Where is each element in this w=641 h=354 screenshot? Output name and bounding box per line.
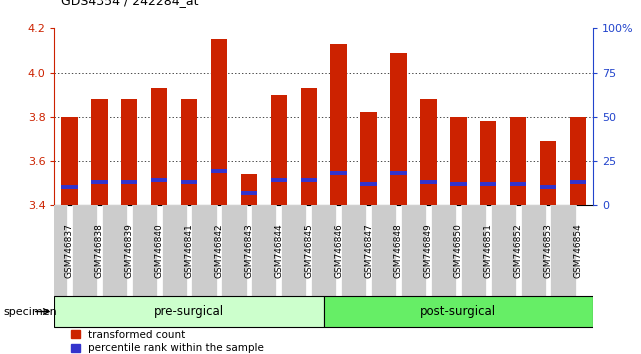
Bar [62,184,78,188]
Text: GSM746847: GSM746847 [364,223,373,278]
Bar [151,178,167,182]
Text: GSM746846: GSM746846 [334,223,343,278]
FancyBboxPatch shape [221,205,247,296]
Text: GSM746840: GSM746840 [154,223,163,278]
Text: specimen: specimen [3,307,57,316]
Text: GSM746849: GSM746849 [424,223,433,278]
Text: GSM746854: GSM746854 [574,223,583,278]
Bar [570,117,587,205]
Text: GSM746848: GSM746848 [394,223,403,278]
FancyBboxPatch shape [431,205,456,296]
Bar [301,178,317,182]
Bar [420,99,437,205]
Bar [121,99,138,205]
Bar [271,178,287,182]
Text: post-surgical: post-surgical [420,305,496,318]
Bar [390,53,406,205]
Bar [510,117,526,205]
Bar [450,182,467,186]
Bar [420,180,437,184]
Bar [91,99,108,205]
FancyBboxPatch shape [102,205,127,296]
Bar [91,180,108,184]
Bar [241,191,257,195]
Text: GSM746839: GSM746839 [125,223,134,278]
Bar [211,39,228,205]
Legend: transformed count, percentile rank within the sample: transformed count, percentile rank withi… [67,326,268,354]
Text: GDS4354 / 242284_at: GDS4354 / 242284_at [61,0,199,7]
FancyBboxPatch shape [371,205,396,296]
FancyBboxPatch shape [490,205,516,296]
FancyBboxPatch shape [311,205,337,296]
Bar [570,180,587,184]
FancyBboxPatch shape [192,205,217,296]
Bar [540,184,556,188]
Text: GSM746838: GSM746838 [95,223,104,278]
Text: GSM746842: GSM746842 [215,223,224,278]
FancyBboxPatch shape [162,205,187,296]
FancyBboxPatch shape [72,205,97,296]
FancyBboxPatch shape [324,296,593,327]
Text: GSM746852: GSM746852 [513,223,522,278]
Bar [151,88,167,205]
FancyBboxPatch shape [461,205,486,296]
FancyBboxPatch shape [551,205,576,296]
Bar [301,88,317,205]
Bar [360,182,377,186]
Text: pre-surgical: pre-surgical [154,305,224,318]
FancyBboxPatch shape [54,296,324,327]
Bar [331,44,347,205]
Text: GSM746844: GSM746844 [274,223,283,278]
Text: GSM746851: GSM746851 [484,223,493,278]
Text: GSM746841: GSM746841 [185,223,194,278]
FancyBboxPatch shape [251,205,276,296]
FancyBboxPatch shape [281,205,306,296]
FancyBboxPatch shape [401,205,426,296]
Bar [480,121,496,205]
Bar [450,117,467,205]
Bar [360,113,377,205]
FancyBboxPatch shape [42,205,67,296]
Bar [181,180,197,184]
Text: GSM746853: GSM746853 [544,223,553,278]
Bar [241,174,257,205]
Bar [480,182,496,186]
Text: GSM746837: GSM746837 [65,223,74,278]
Bar [540,141,556,205]
FancyBboxPatch shape [131,205,157,296]
Bar [331,171,347,175]
Bar [390,171,406,175]
Text: GSM746843: GSM746843 [244,223,253,278]
Bar [121,180,138,184]
Bar [211,169,228,173]
Bar [181,99,197,205]
Bar [510,182,526,186]
Text: GSM746850: GSM746850 [454,223,463,278]
FancyBboxPatch shape [520,205,545,296]
Bar [62,117,78,205]
Bar [271,95,287,205]
FancyBboxPatch shape [341,205,366,296]
Text: GSM746845: GSM746845 [304,223,313,278]
